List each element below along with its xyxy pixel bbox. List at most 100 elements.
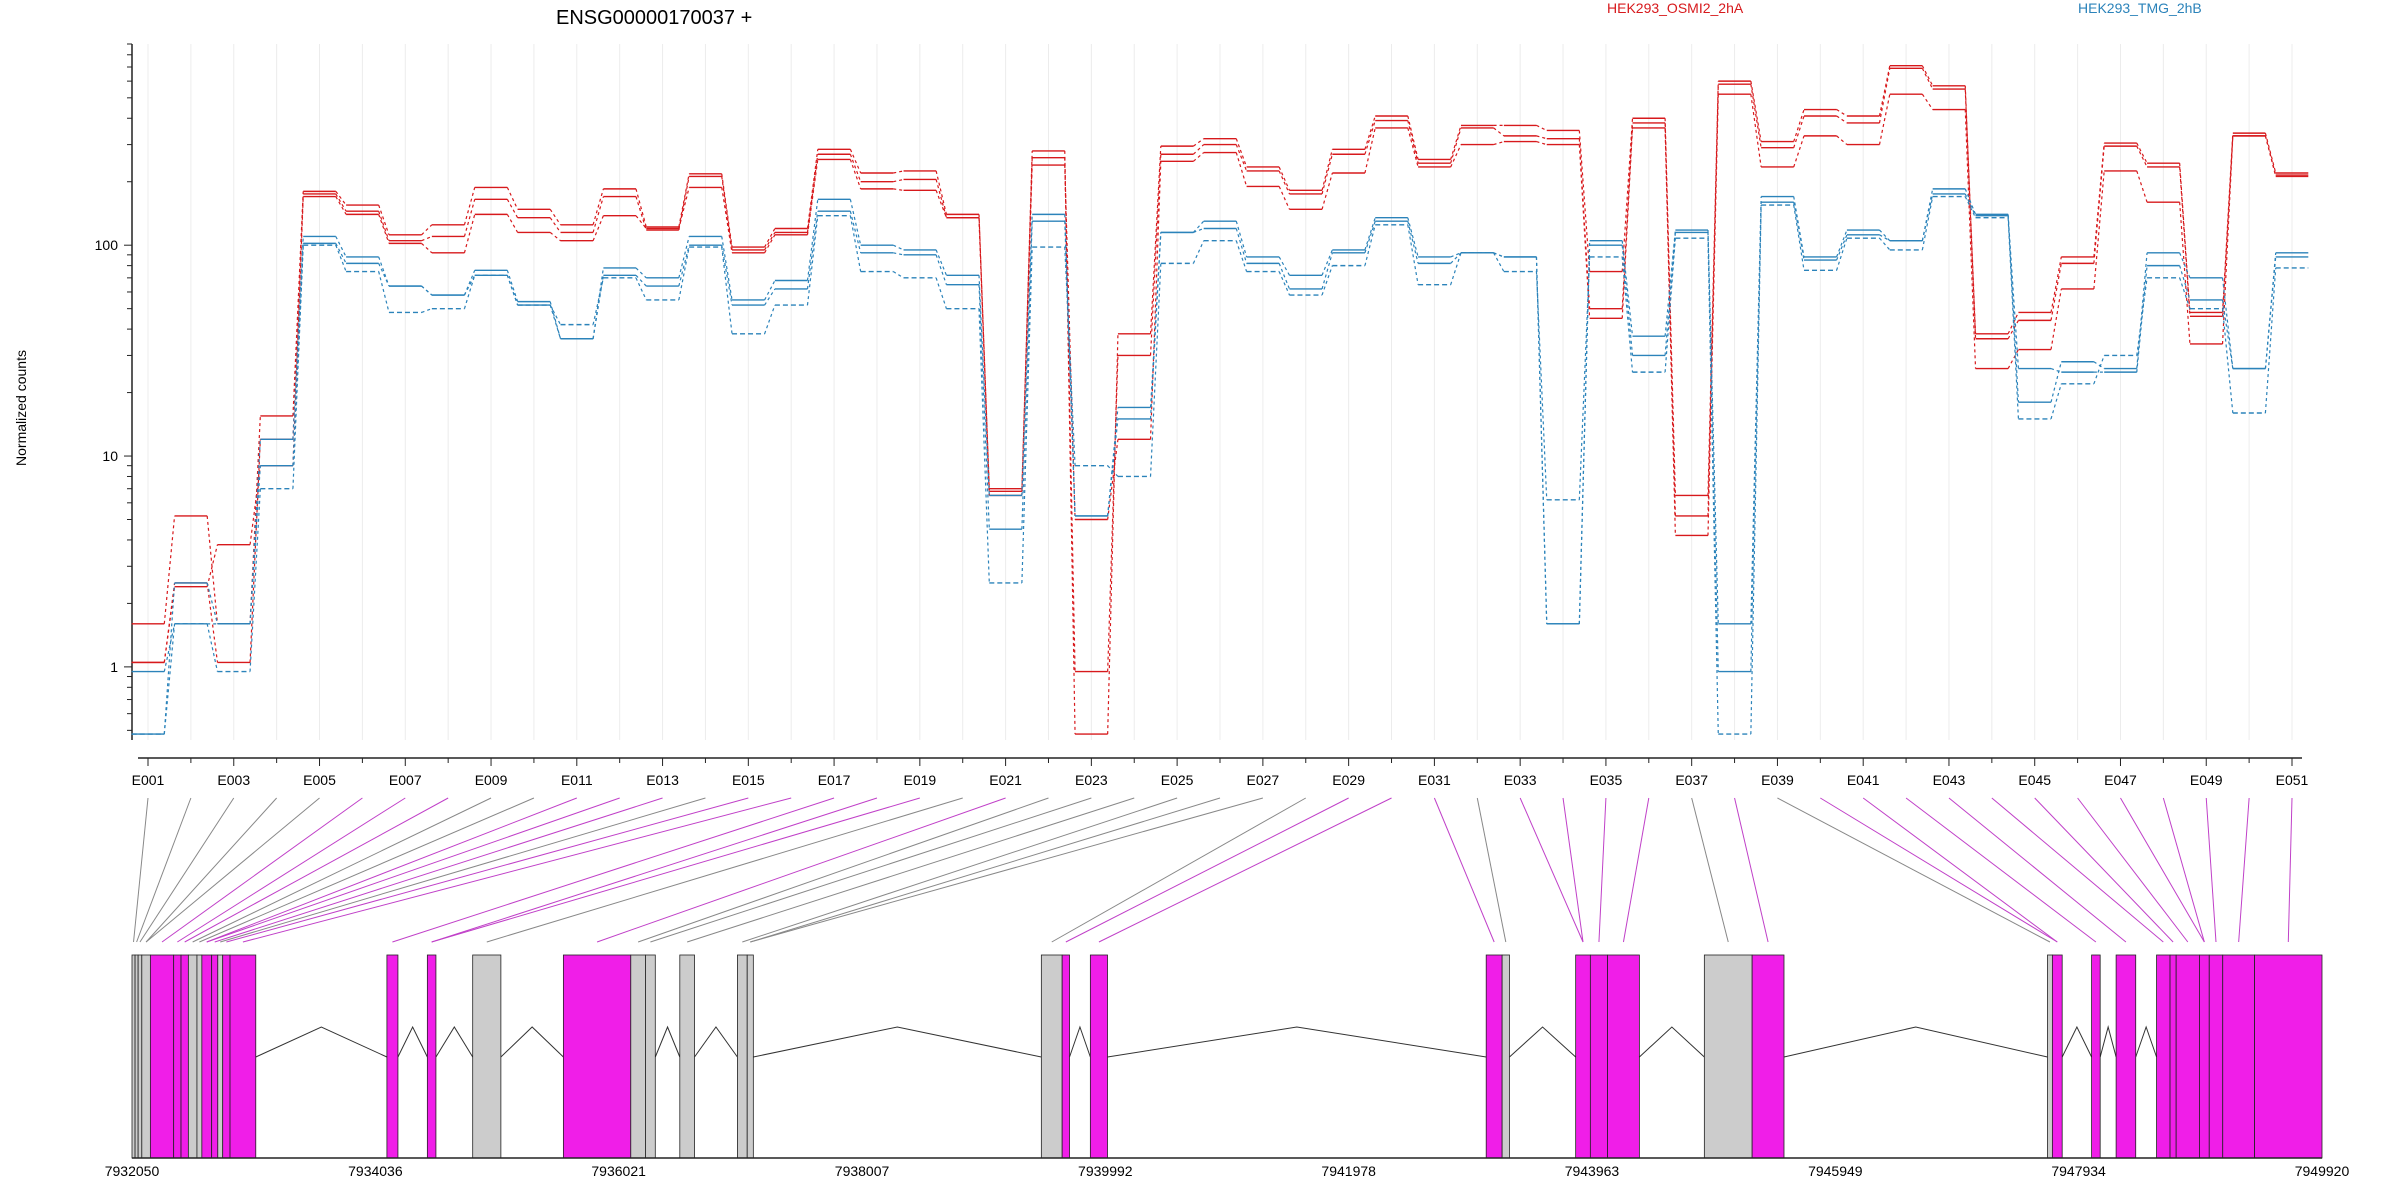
series-connector (806, 211, 819, 290)
series-connector (1836, 234, 1848, 261)
series-connector (1921, 93, 1934, 110)
series-connector (635, 267, 647, 279)
series-connector (463, 199, 476, 237)
series-connector (506, 199, 519, 219)
series-connector (2264, 132, 2277, 174)
series-connector (2136, 252, 2148, 369)
series-connector (1921, 65, 1934, 87)
series-connector (1064, 157, 1076, 672)
genomic-tick-label: 7938007 (835, 1163, 890, 1179)
series-connector (1321, 249, 1333, 276)
series-connector (2007, 215, 2020, 369)
genomic-axis: 7932050 7934036 7936021 7938007 7939992 79419… (105, 1157, 2349, 1179)
series-connector (1364, 115, 1376, 150)
series-connector (249, 415, 261, 624)
exon-block (645, 954, 656, 1159)
series-connector (421, 242, 433, 254)
genomic-tick-label: 7945949 (1808, 1163, 1863, 1179)
series-connector (1793, 196, 1805, 258)
exon-block (746, 954, 754, 1159)
series-connector (935, 179, 948, 218)
series-connector (1407, 217, 1419, 258)
exon-connector (1991, 797, 2164, 943)
series-connector (592, 215, 604, 241)
series-connector (506, 275, 519, 306)
exon-connector (650, 797, 1092, 943)
series-connector (335, 236, 347, 258)
series-connector (1621, 118, 1634, 272)
intron (500, 1026, 564, 1058)
exon-block (472, 954, 502, 1159)
series-connector (1235, 138, 1248, 168)
series-connector (678, 187, 690, 229)
exon-connector (431, 797, 920, 943)
exon-connectors (133, 797, 2293, 943)
series-connector (893, 188, 904, 191)
series-connector (1321, 265, 1333, 296)
series-connector (678, 246, 690, 301)
series-connector (206, 623, 219, 672)
exon-connector (1862, 797, 2058, 943)
series-connector (2179, 202, 2191, 345)
series-connector (1064, 221, 1076, 516)
series-connector (1621, 256, 1634, 373)
series-connector (163, 623, 176, 672)
series-lines (131, 65, 2309, 735)
exon-connector (2077, 797, 2189, 943)
exon-connector (1519, 797, 1584, 943)
series-connector (2221, 135, 2234, 317)
exon-block (2208, 954, 2224, 1159)
intron (2099, 1025, 2117, 1058)
series-connector (1278, 186, 1291, 210)
exon-block (2169, 954, 2177, 1159)
series-connector (764, 288, 776, 306)
series-connector (1193, 227, 1204, 233)
series-connector (2136, 142, 2148, 164)
exon-connector (2162, 797, 2205, 943)
series-connector (1793, 135, 1805, 168)
series-connector (1664, 232, 1676, 356)
exon-block (1607, 954, 1640, 1159)
genomic-tick-label: 7943963 (1565, 1163, 1620, 1179)
series-connector (1407, 221, 1419, 264)
series-connector (1750, 94, 1762, 168)
series-connector (2050, 361, 2062, 403)
series-connector (764, 234, 776, 254)
series-connector (1793, 202, 1805, 261)
exon-connector (637, 797, 1049, 943)
exon-tick-label: E011 (561, 772, 593, 788)
series-connector (1964, 196, 1977, 218)
series-connector (506, 187, 519, 210)
series-connector (549, 231, 561, 242)
genomic-tick-label: 7939992 (1078, 1163, 1133, 1179)
series-connector (806, 215, 819, 306)
series-connector (1535, 271, 1548, 500)
series-connector (935, 254, 947, 285)
exon-tick-label: E033 (1504, 772, 1537, 788)
exon-tick-label: E005 (303, 772, 336, 788)
series-connector (2264, 267, 2277, 414)
series-connector (1021, 214, 1033, 496)
genomic-tick-label: 7941978 (1321, 1163, 1376, 1179)
series-connector (506, 270, 519, 302)
series-connector (635, 215, 647, 229)
series-connector (849, 159, 862, 190)
series-HEK293_TMG_2hB (131, 195, 2309, 735)
series-connector (549, 304, 562, 325)
exon-connector (2034, 797, 2174, 943)
series-connector (2050, 383, 2062, 420)
series-connector (1235, 221, 1248, 258)
series-connector (463, 270, 476, 296)
series-connector (721, 187, 733, 253)
exon-block (2051, 954, 2063, 1159)
legend-entry-tmg: HEK293_TMG_2hB (2078, 0, 2202, 16)
series-connector (1321, 154, 1333, 195)
exon-block (201, 954, 213, 1159)
exon-tick-label: E051 (2276, 772, 2309, 788)
series-connector (1664, 127, 1676, 536)
y-axis-label: Normalized counts (13, 350, 29, 466)
series-connector (463, 187, 476, 225)
series-connector (721, 173, 733, 248)
series-connector (1364, 127, 1376, 174)
chart-title: ENSG00000170037 + (556, 7, 752, 29)
